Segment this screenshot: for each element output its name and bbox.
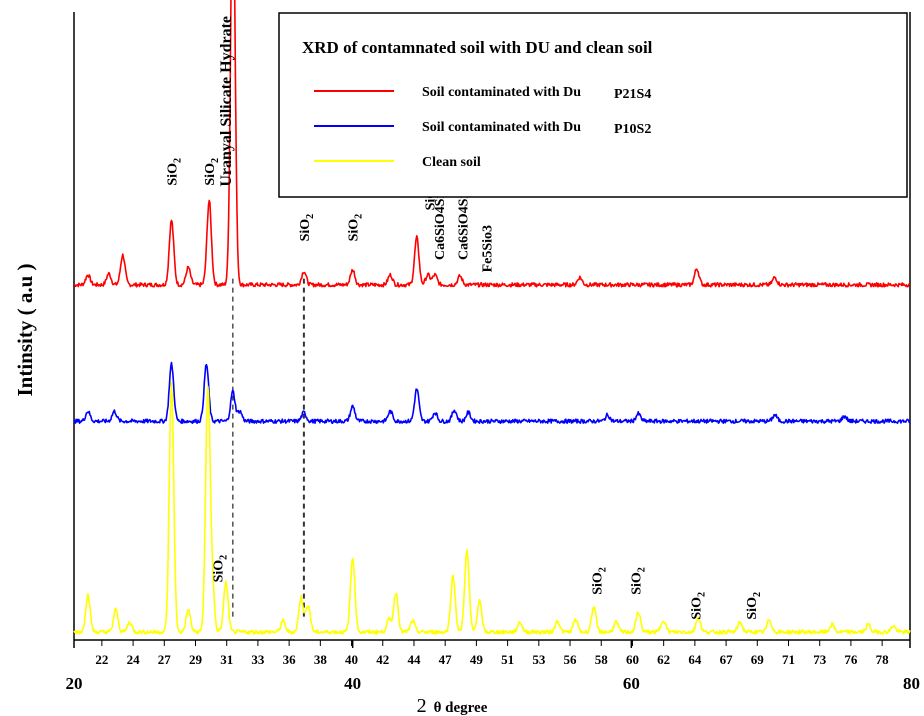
- annotation-sio2-27: SiO2: [166, 158, 184, 186]
- minor-tick-label: 60: [626, 652, 639, 667]
- minor-tick-label: 71: [782, 652, 795, 667]
- minor-tick-label: 53: [532, 652, 546, 667]
- major-tick-label: 20: [66, 674, 83, 693]
- major-tick-label: 40: [344, 674, 361, 693]
- minor-tick-label: 64: [688, 652, 702, 667]
- minor-tick-label: 62: [657, 652, 670, 667]
- minor-tick-label: 78: [876, 652, 890, 667]
- annotation-sio2-60: SiO2: [630, 567, 648, 595]
- series-line-1: [73, 0, 911, 288]
- legend-sample-2: P10S2: [614, 122, 651, 137]
- annotation-sio2-40: SiO2: [347, 214, 365, 242]
- annotation-sio2-64: SiO2: [689, 592, 707, 620]
- minor-tick-label: 42: [376, 652, 389, 667]
- minor-tick-label: 47: [439, 652, 453, 667]
- major-tick-label: 60: [623, 674, 640, 693]
- legend-entries: Soil contaminated with Du P21S4 Soil conta…: [314, 85, 651, 170]
- minor-tick-label: 31: [220, 652, 233, 667]
- y-axis-label: Intinsity ( a.u ): [13, 263, 37, 396]
- minor-tick-label: 38: [314, 652, 328, 667]
- plot-frame: [73, 12, 911, 641]
- x-axis-label-theta: θ degree: [434, 700, 488, 716]
- legend-title: XRD of contamnated soil with DU and clea…: [302, 38, 653, 57]
- legend: XRD of contamnated soil with DU and clea…: [278, 12, 908, 198]
- x-axis-label-prefix: 2: [417, 695, 427, 716]
- minor-tick-label: 49: [470, 652, 484, 667]
- minor-tick-label: 40: [345, 652, 358, 667]
- series-line-2: [73, 361, 911, 424]
- minor-tick-label: 69: [751, 652, 765, 667]
- legend-label-1: Soil contaminated with Du: [422, 85, 581, 100]
- minor-tick-label: 44: [407, 652, 421, 667]
- legend-sample-1: P21S4: [614, 87, 651, 102]
- x-axis-label: 2 θ degree: [417, 695, 488, 716]
- annotation-sio2-29: SiO2: [203, 158, 221, 186]
- annotation-sio2-36: SiO2: [298, 214, 316, 242]
- minor-tick-label: 51: [501, 652, 514, 667]
- annotation-fe5: Fe5Sio3: [480, 225, 495, 272]
- minor-tick-label: 22: [95, 652, 108, 667]
- series-layer: [73, 0, 911, 635]
- major-tick-label: 80: [903, 674, 920, 693]
- minor-tick-label: 24: [127, 652, 141, 667]
- legend-label-2: Soil contaminated with Du: [422, 120, 581, 135]
- minor-tick-label: 33: [251, 652, 265, 667]
- minor-tick-label: 29: [189, 652, 203, 667]
- minor-tick-label: 58: [595, 652, 609, 667]
- legend-label-3: Clean soil: [422, 155, 481, 170]
- annotation-sio2-58: SiO2: [591, 567, 609, 595]
- annotation-sio2-29b: SiO2: [212, 555, 230, 583]
- annotation-uranyl: Uranyal Silicate Hydrate: [218, 16, 235, 187]
- minor-tick-label: 76: [844, 652, 858, 667]
- minor-tick-label: 36: [283, 652, 297, 667]
- annotation-sio2-68: SiO2: [745, 592, 763, 620]
- minor-tick-label: 27: [158, 652, 172, 667]
- minor-tick-label: 67: [720, 652, 734, 667]
- x-axis-ticks: 22 24 27 29 31 33 36 38 40 42 44 47 49 51 53 56 58 60 62 64…: [66, 640, 920, 693]
- series-line-3: [73, 381, 911, 635]
- legend-box: [278, 12, 908, 198]
- minor-tick-label: 56: [564, 652, 578, 667]
- minor-tick-label: 73: [813, 652, 827, 667]
- reference-dashed-lines: [232, 278, 305, 620]
